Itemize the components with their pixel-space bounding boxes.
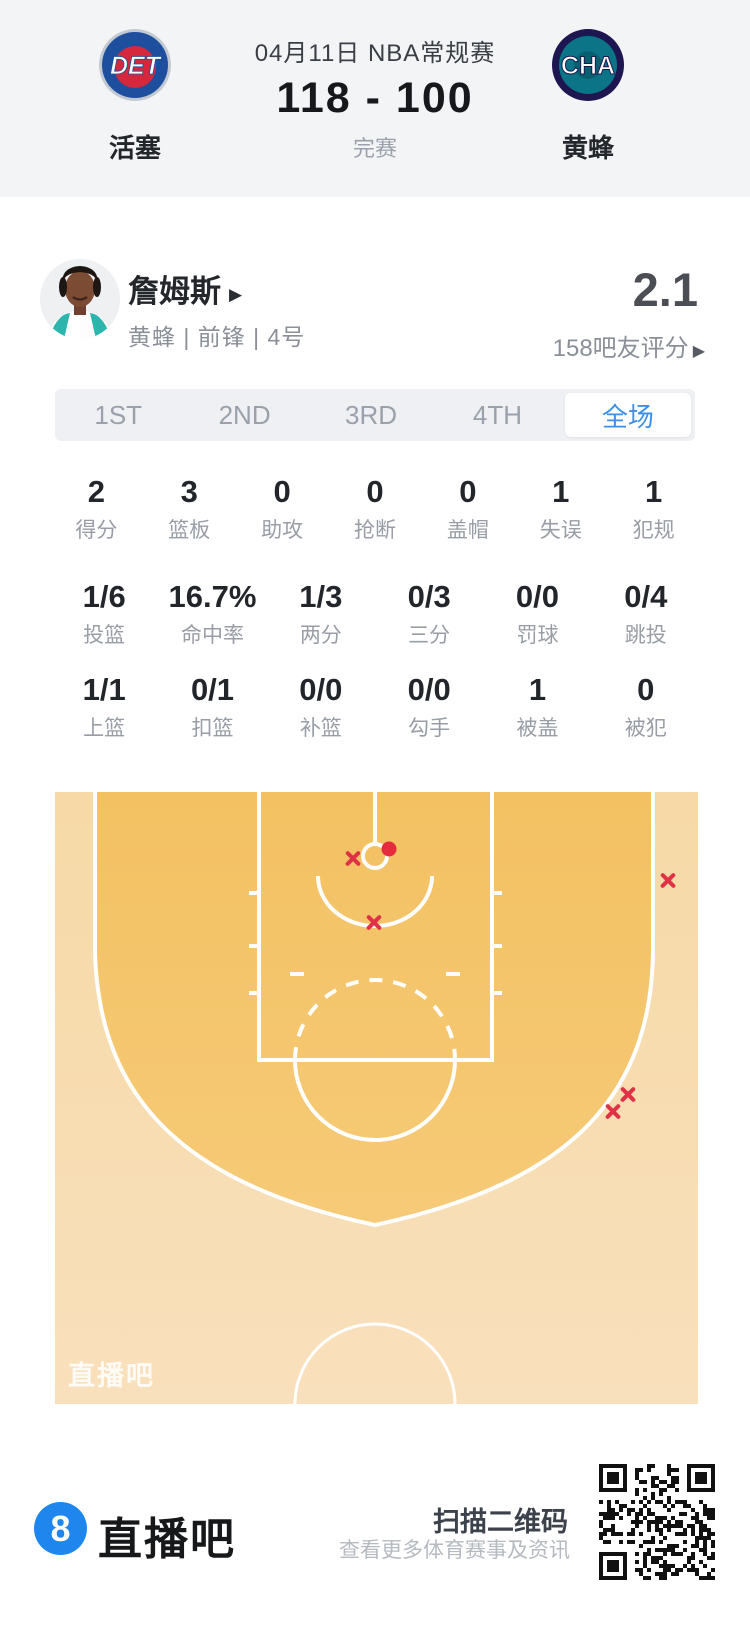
svg-text:CHA: CHA [561,52,615,80]
rating-caret-icon: ▶ [692,343,705,360]
missed-shot-marker [604,1102,623,1121]
tab-3rd[interactable]: 3RD [345,399,398,430]
stat-ft: 0/0 罚球 [515,579,560,647]
qr-subtitle: 查看更多体育赛事及资讯 [339,1539,570,1562]
expand-caret-icon: ▶ [229,285,243,304]
stat-dunk: 0/1 扣篮 [190,672,235,740]
qr-title: 扫描二维码 [433,1507,568,1537]
fan-rating-link[interactable]: 158吧友评分 ▶ [553,328,705,363]
stats-row-detail: 1/1 上篮 0/1 扣篮 0/0 补篮 0/0 勾手 1 被盖 0 被犯 [50,672,700,744]
tab-full-game[interactable]: 全场 [564,393,692,437]
stat-blocks: 0 盖帽 [446,474,489,542]
home-team-name: 活塞 [108,133,161,163]
player-rating: 2.1 [632,263,698,316]
stat-steals: 0 抢断 [354,474,396,542]
stat-points: 2 得分 [75,474,118,542]
tab-4th[interactable]: 4TH [472,399,522,430]
stat-turnovers: 1 失误 [539,474,582,542]
player-name: 詹姆斯 [128,274,221,309]
fan-rating-label: 158吧友评分 [552,335,689,362]
tab-1st[interactable]: 1ST [94,399,143,430]
missed-shot-marker [365,913,384,932]
player-meta: 黄蜂 | 前锋 | 4号 [128,324,306,350]
stat-fg: 1/6 投篮 [82,579,126,647]
made-shot-marker [381,841,397,857]
match-header: 04月11日 NBA常规赛 118 - 100 完赛 DET 活塞 CHA 黄蜂 [0,0,750,197]
tab-2nd[interactable]: 2ND [218,399,271,430]
match-status: 完赛 [352,136,397,161]
stats-row-basic: 2 得分 3 篮板 0 助攻 0 抢断 0 盖帽 1 失误 1 犯规 [50,474,700,546]
stat-blocked: 1 被盖 [516,672,559,740]
stat-assists: 0 助攻 [261,474,304,542]
hornets-logo-icon: CHA [551,28,625,102]
zhibo8-logo-icon: 8 [34,1502,87,1555]
pistons-logo-icon: DET [98,28,172,102]
stats-row-shooting: 1/6 投篮 16.7% 命中率 1/3 两分 0/3 三分 0/0 罚球 0/4 跳投 [50,579,700,651]
svg-text:DET: DET [110,52,163,80]
stat-3pt: 0/3 三分 [407,579,451,647]
shot-chart-court: 直播吧 [55,792,698,1404]
logo-eight: 8 [50,1507,71,1549]
match-score: 118 - 100 [276,74,474,122]
stat-fg-pct: 16.7% 命中率 [168,579,257,647]
away-team-name: 黄蜂 [561,133,614,163]
stat-hook: 0/0 勾手 [407,672,451,740]
quarter-tabbar: 1ST 2ND 3RD 4TH 全场 [55,389,695,441]
qr-code [599,1464,715,1580]
missed-shot-marker [344,849,363,868]
stat-fouls: 1 犯规 [632,474,675,542]
footer-brand: 直播吧 [98,1515,236,1564]
missed-shot-marker [659,871,678,890]
stat-tipin: 0/0 补篮 [299,672,343,740]
stat-layup: 1/1 上篮 [82,672,126,740]
player-avatar[interactable] [40,259,120,339]
shot-marks-layer [55,792,698,1404]
player-name-row[interactable]: 詹姆斯 ▶ [128,266,242,311]
court-watermark: 直播吧 [68,1361,155,1391]
stat-fouled: 0 被犯 [624,672,667,740]
stat-jumpshot: 0/4 跳投 [624,579,668,647]
stat-rebounds: 3 篮板 [168,474,211,542]
match-date: 04月11日 NBA常规赛 [254,40,496,67]
stat-2pt: 1/3 两分 [299,579,343,647]
